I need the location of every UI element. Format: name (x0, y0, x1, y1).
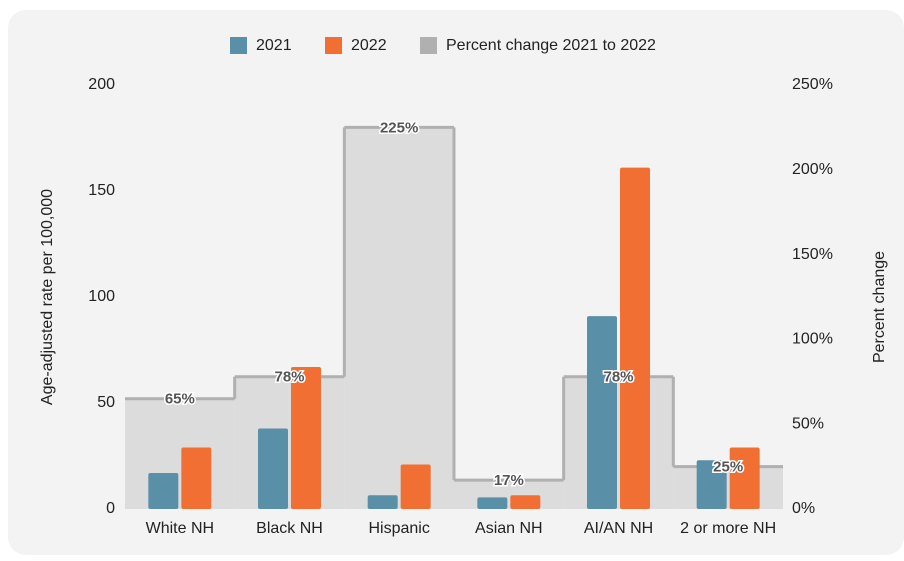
y2-axis-title: Percent change (871, 251, 888, 363)
x-tick-label: Hispanic (368, 520, 429, 537)
bar (400, 464, 431, 509)
bar (477, 497, 508, 509)
x-tick-label: White NH (146, 520, 214, 537)
legend-swatch (325, 37, 342, 54)
bar (367, 495, 398, 509)
bar (291, 366, 321, 509)
x-tick-label: Black NH (256, 520, 323, 537)
y-tick-label: 100 (88, 288, 115, 305)
y2-tick-label: 200% (792, 161, 833, 178)
y2-tick-label: 250% (792, 76, 833, 93)
x-tick-label: Asian NH (475, 520, 543, 537)
y-tick-label: 150 (88, 182, 115, 199)
y2-tick-label: 0% (792, 500, 815, 517)
bar (696, 460, 727, 509)
legend-swatch (420, 37, 437, 54)
value-label: 25% (713, 459, 743, 476)
x-tick-label: AI/AN NH (584, 520, 653, 537)
step-area (234, 376, 345, 509)
bar (148, 472, 179, 509)
y2-tick-label: 100% (792, 331, 833, 348)
y-tick-label: 50 (97, 394, 115, 411)
step-area (454, 480, 564, 509)
legend-swatch (230, 37, 247, 54)
bar (510, 495, 541, 509)
x-tick-label: 2 or more NH (680, 520, 776, 537)
legend-label: Percent change 2021 to 2022 (446, 37, 656, 54)
bar (620, 167, 650, 509)
y-axis-title: Age-adjusted rate per 100,000 (39, 189, 56, 405)
y2-tick-label: 150% (792, 246, 833, 263)
value-label: 78% (274, 369, 304, 386)
bar (258, 428, 288, 509)
legend-label: 2022 (351, 37, 387, 54)
step-area (344, 127, 454, 510)
y-tick-label: 0 (106, 500, 115, 517)
value-label: 65% (165, 391, 195, 408)
bar (181, 447, 212, 509)
step-area (673, 466, 783, 509)
y2-tick-label: 50% (792, 415, 824, 432)
value-label: 225% (380, 119, 418, 136)
bar (729, 447, 760, 509)
value-label: 17% (494, 472, 524, 489)
bar (587, 316, 617, 509)
step-area (563, 376, 674, 509)
step-area (125, 398, 235, 509)
value-label: 78% (603, 369, 633, 386)
legend-label: 2021 (256, 37, 292, 54)
y-tick-label: 200 (88, 76, 115, 93)
